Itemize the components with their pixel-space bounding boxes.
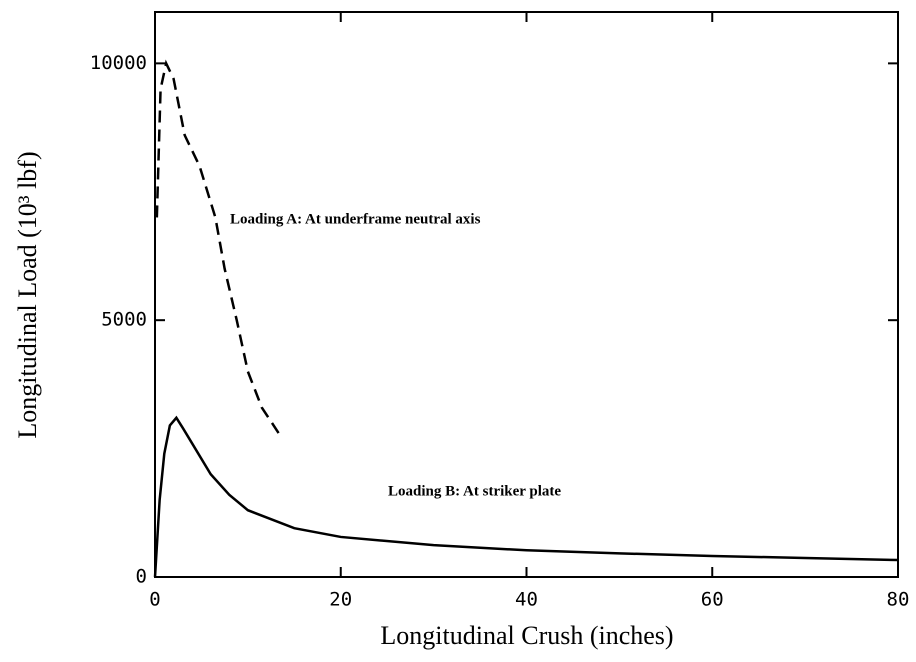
series-line (155, 59, 282, 437)
y-axis-label: Longitudinal Load (10³ lbf) (13, 151, 42, 438)
x-tick-label: 60 (701, 589, 724, 611)
x-tick-label: 20 (329, 589, 352, 611)
y-tick-label: 10000 (90, 52, 147, 74)
annotation: Loading A: At underframe neutral axis (230, 211, 481, 227)
series-line (153, 415, 899, 578)
y-tick-label: 5000 (101, 309, 147, 331)
annotation: Loading B: At striker plate (388, 483, 561, 499)
x-axis-label: Longitudinal Crush (inches) (380, 621, 673, 650)
x-tick-label: 0 (149, 589, 160, 611)
y-tick-label: 0 (136, 566, 147, 588)
x-tick-label: 40 (515, 589, 538, 611)
x-tick-label: 80 (887, 589, 910, 611)
